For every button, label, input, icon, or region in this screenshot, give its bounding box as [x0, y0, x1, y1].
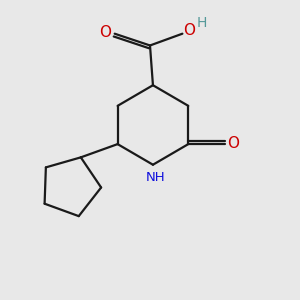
- Text: O: O: [183, 23, 195, 38]
- Text: O: O: [99, 25, 111, 40]
- Text: O: O: [227, 136, 239, 151]
- Text: NH: NH: [146, 171, 165, 184]
- Text: H: H: [196, 16, 207, 29]
